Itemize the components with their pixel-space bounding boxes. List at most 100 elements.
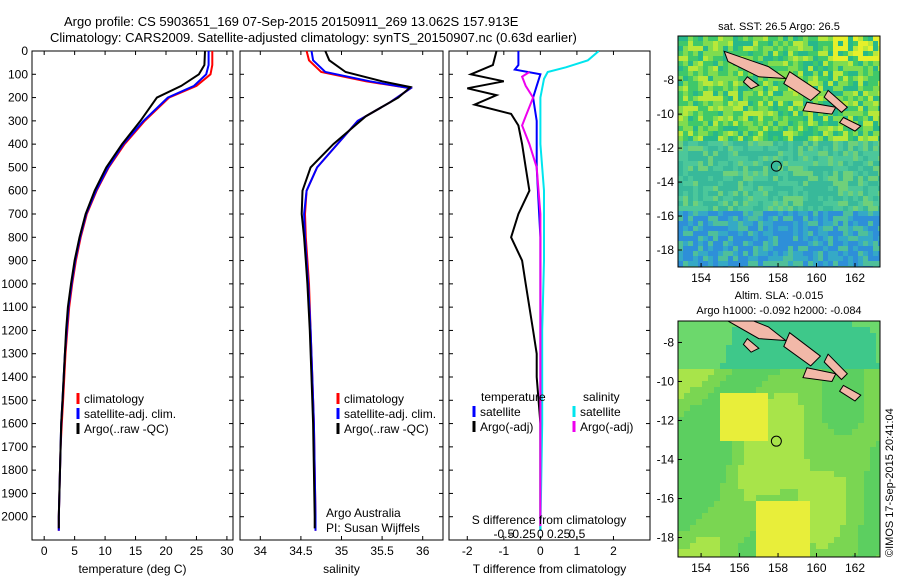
map-cell xyxy=(698,111,704,117)
map-cell xyxy=(708,156,714,162)
map-cell xyxy=(838,56,844,62)
difference-x2label: S difference from climatology xyxy=(472,513,627,527)
map-cell xyxy=(763,196,769,202)
map-cell xyxy=(846,555,853,557)
map-cell xyxy=(718,261,724,267)
x-tick-label: 34.5 xyxy=(289,544,313,558)
map-cell xyxy=(720,351,727,358)
map-cell xyxy=(804,543,811,550)
map-cell xyxy=(858,423,865,430)
map-cell xyxy=(744,387,751,394)
map-cell xyxy=(696,507,703,514)
map-cell xyxy=(813,81,819,87)
map-cell xyxy=(878,111,880,117)
map-cell xyxy=(763,161,769,167)
map-cell xyxy=(758,156,764,162)
map-cell xyxy=(828,36,834,42)
island-shape xyxy=(783,70,822,102)
map-cell xyxy=(713,46,719,52)
map-cell xyxy=(792,495,799,502)
map-cell xyxy=(816,525,823,532)
map-cell xyxy=(803,96,809,102)
map-cell xyxy=(763,76,769,82)
map-cell xyxy=(840,525,847,532)
map-cell xyxy=(876,513,880,520)
map-cell xyxy=(768,146,774,152)
map-cell xyxy=(714,369,721,376)
map-cell xyxy=(762,411,769,418)
map-cell xyxy=(793,161,799,167)
map-cell xyxy=(702,549,709,556)
map-cell xyxy=(798,453,805,460)
map-cell xyxy=(778,261,784,267)
map-cell xyxy=(823,181,829,187)
map-cell xyxy=(833,131,839,137)
map-cell xyxy=(804,507,811,514)
map-cell xyxy=(853,171,859,177)
map-cell xyxy=(748,146,754,152)
map-cell xyxy=(792,447,799,454)
map-cell xyxy=(878,181,880,187)
map-cell xyxy=(813,51,819,57)
map-cell xyxy=(852,327,859,334)
map-cell xyxy=(728,161,734,167)
map-cell xyxy=(833,136,839,142)
map-cell xyxy=(743,221,749,227)
map-cell xyxy=(833,56,839,62)
map-cell xyxy=(753,221,759,227)
map-cell xyxy=(818,41,824,47)
sla_map-field xyxy=(678,321,880,557)
map-cell xyxy=(703,156,709,162)
map-cell xyxy=(846,441,853,448)
map-cell xyxy=(738,171,744,177)
map-cell xyxy=(714,393,721,400)
map-cell xyxy=(753,56,759,62)
map-cell xyxy=(863,56,869,62)
map-cell xyxy=(863,121,869,127)
map-cell xyxy=(798,537,805,544)
map-cell xyxy=(828,423,835,430)
map-cell xyxy=(753,201,759,207)
map-cell xyxy=(743,211,749,217)
map-cell xyxy=(698,71,704,77)
map-cell xyxy=(750,543,757,550)
map-cell xyxy=(810,495,817,502)
map-cell xyxy=(714,555,721,557)
map-cell xyxy=(810,555,817,557)
map-cell xyxy=(828,543,835,550)
map-cell xyxy=(708,363,715,370)
x-tick-label: 1 xyxy=(574,544,581,558)
map-cell xyxy=(838,71,844,77)
map-cell xyxy=(768,513,775,520)
map-cell xyxy=(678,519,685,526)
map-cell xyxy=(798,41,804,47)
map-cell xyxy=(763,261,769,267)
map-cell xyxy=(873,151,879,157)
map-cell xyxy=(693,96,699,102)
map-cell xyxy=(678,186,684,192)
map-cell xyxy=(753,191,759,197)
map-cell xyxy=(870,441,877,448)
map-cell xyxy=(768,36,774,42)
map-cell xyxy=(768,375,775,382)
map-cell xyxy=(798,221,804,227)
map-cell xyxy=(714,435,721,442)
map-cell xyxy=(792,375,799,382)
map-cell xyxy=(833,51,839,57)
map-cell xyxy=(793,216,799,222)
map-cell xyxy=(708,417,715,424)
map-cell xyxy=(774,393,781,400)
map-cell xyxy=(876,507,880,514)
map-cell xyxy=(708,256,714,262)
map-cell xyxy=(763,171,769,177)
map-cell xyxy=(718,236,724,242)
map-cell xyxy=(828,136,834,142)
map-cell xyxy=(723,76,729,82)
map-cell xyxy=(768,126,774,132)
map-cell xyxy=(690,399,697,406)
map-cell xyxy=(870,501,877,508)
map-cell xyxy=(678,96,684,102)
map-cell xyxy=(748,41,754,47)
map-cell xyxy=(792,399,799,406)
map-cell xyxy=(763,201,769,207)
